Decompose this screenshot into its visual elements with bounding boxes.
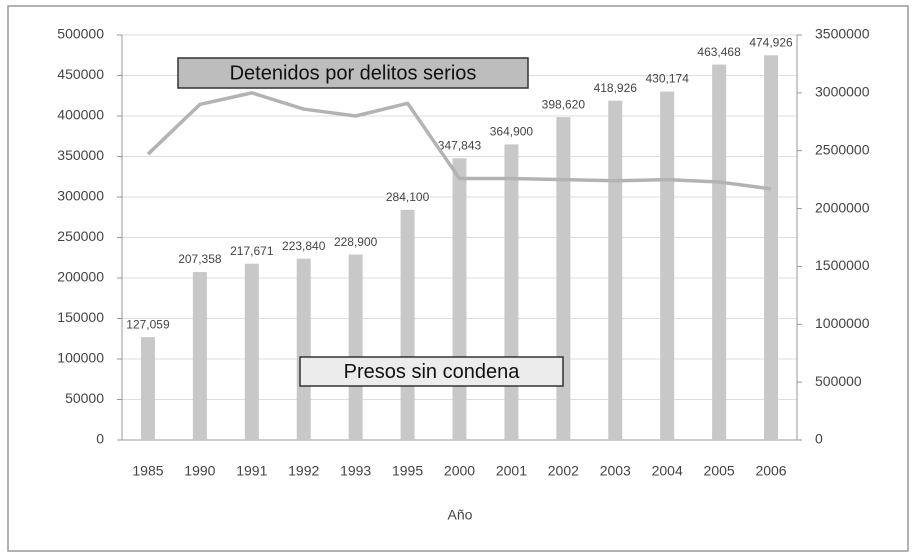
- x-tick-label: 1995: [392, 463, 423, 479]
- x-tick-label: 2004: [652, 463, 683, 479]
- bar: [192, 272, 207, 440]
- value-label: 228,900: [334, 235, 378, 249]
- series-label: Presos sin condena: [344, 361, 521, 383]
- value-label: 364,900: [490, 125, 534, 139]
- y-tick-label: 150000: [57, 309, 104, 325]
- x-tick-label: 2006: [755, 463, 786, 479]
- y-tick-label: 50000: [65, 390, 104, 406]
- x-tick-label: 1992: [288, 463, 319, 479]
- y2-tick-label: 2500000: [815, 141, 870, 157]
- y-tick-label: 400000: [57, 107, 104, 123]
- x-tick-label: 1985: [132, 463, 163, 479]
- bar: [296, 258, 311, 440]
- bar: [400, 209, 415, 440]
- y2-tick-label: 2000000: [815, 199, 870, 215]
- value-label: 127,059: [126, 317, 170, 331]
- y2-tick-label: 1000000: [815, 315, 870, 331]
- series-label: Detenidos por delitos serios: [230, 62, 477, 84]
- bar: [244, 263, 259, 440]
- y-tick-label: 350000: [57, 147, 104, 163]
- bar: [348, 254, 363, 440]
- x-tick-label: 2002: [548, 463, 579, 479]
- y-tick-label: 100000: [57, 350, 104, 366]
- y2-tick-label: 3500000: [815, 26, 870, 42]
- y-tick-label: 450000: [57, 66, 104, 82]
- y-tick-label: 500000: [57, 26, 104, 42]
- value-label: 398,620: [542, 97, 586, 111]
- x-tick-label: 1990: [184, 463, 215, 479]
- value-label: 474,926: [749, 35, 793, 49]
- value-label: 223,840: [282, 239, 326, 253]
- x-tick-label: 1993: [340, 463, 371, 479]
- y-tick-label: 0: [96, 431, 104, 447]
- x-tick-label: 1991: [236, 463, 267, 479]
- value-label: 217,671: [230, 244, 274, 258]
- bar: [712, 64, 727, 441]
- y-tick-label: 200000: [57, 269, 104, 285]
- x-tick-label: 2001: [496, 463, 527, 479]
- value-label: 463,468: [697, 45, 741, 59]
- bar: [608, 100, 623, 441]
- y2-tick-label: 500000: [815, 373, 862, 389]
- value-label: 418,926: [594, 81, 638, 95]
- y2-tick-label: 0: [815, 431, 823, 447]
- bar: [452, 158, 467, 440]
- y-tick-label: 250000: [57, 228, 104, 244]
- x-axis-title: Año: [448, 507, 473, 523]
- x-tick-label: 2005: [704, 463, 735, 479]
- y2-tick-label: 1500000: [815, 257, 870, 273]
- value-label: 207,358: [178, 252, 222, 266]
- y2-tick-label: 3000000: [815, 84, 870, 100]
- bar: [660, 91, 675, 441]
- series-label-box: [177, 57, 529, 89]
- x-tick-label: 2003: [600, 463, 631, 479]
- value-label: 347,843: [438, 138, 482, 152]
- value-label: 430,174: [645, 72, 689, 86]
- bar: [140, 337, 155, 440]
- line: [146, 91, 772, 191]
- series-label-box: [299, 356, 564, 387]
- value-label: 284,100: [386, 190, 430, 204]
- bar: [556, 117, 571, 440]
- bar: [764, 55, 779, 441]
- x-tick-label: 2000: [444, 463, 475, 479]
- bar: [504, 144, 519, 440]
- y-tick-label: 300000: [57, 188, 104, 204]
